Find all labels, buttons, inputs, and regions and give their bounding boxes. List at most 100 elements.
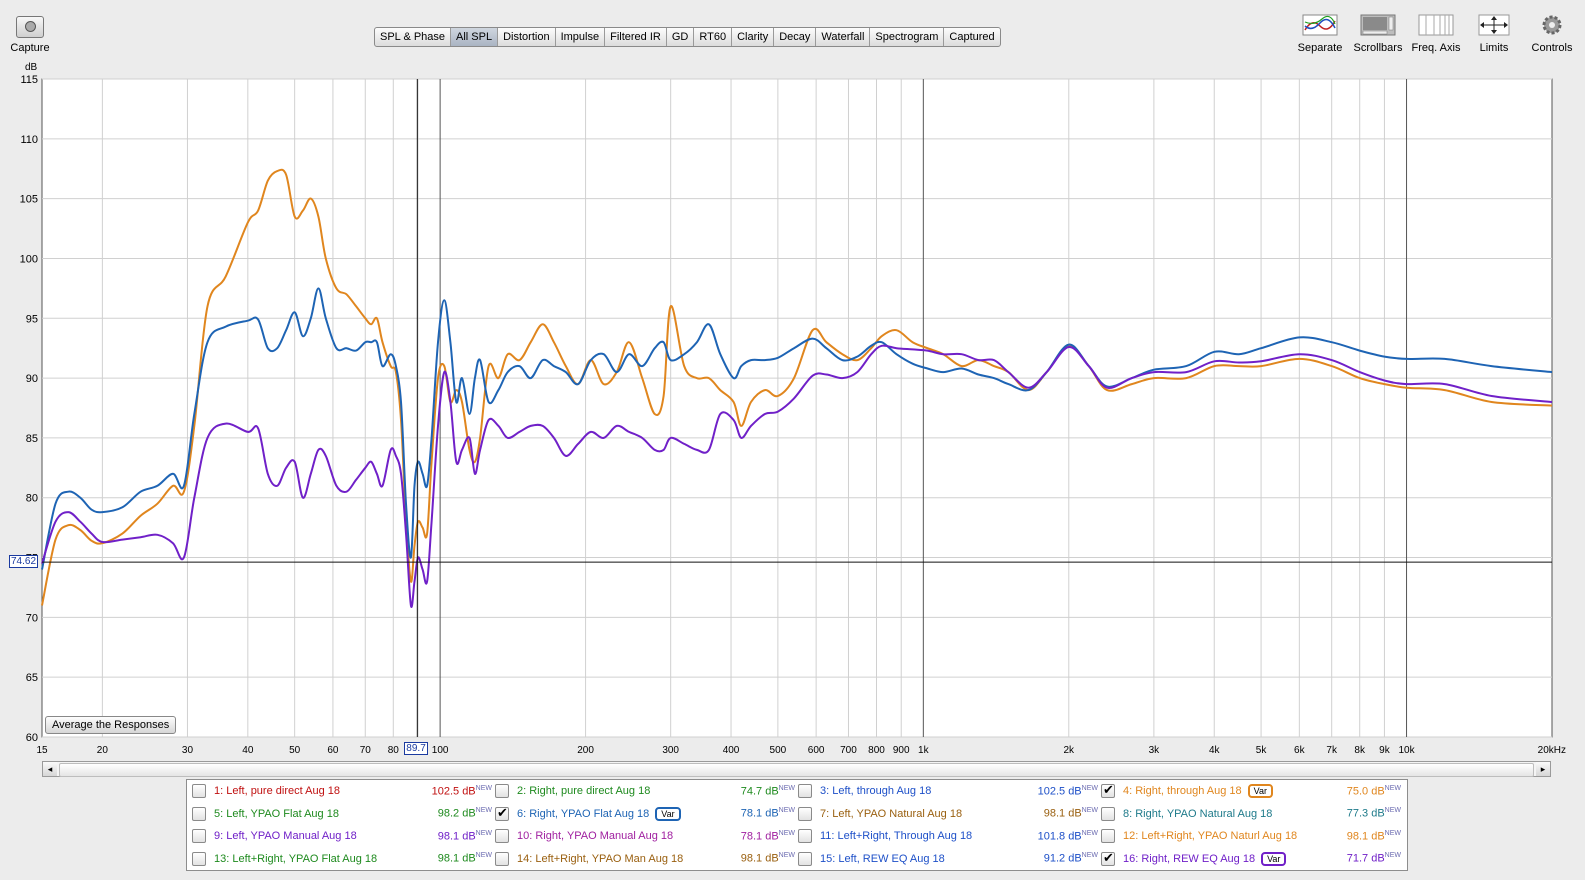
measurement-checkbox[interactable] (798, 806, 812, 821)
measurement-item[interactable]: 2: Right, pure direct Aug 18 74.7 dBNEW (495, 781, 795, 801)
measurement-item[interactable]: 8: Right, YPAO Natural Aug 18 77.3 dBNEW (1101, 804, 1401, 824)
tab-decay[interactable]: Decay (774, 28, 817, 46)
measurement-item[interactable]: 12: Left+Right, YPAO Naturl Aug 18 98.1 d… (1101, 826, 1401, 846)
x-tick-label: 2k (1064, 745, 1076, 756)
measurement-item[interactable]: 7: Left, YPAO Natural Aug 18 98.1 dBNEW (798, 804, 1098, 824)
tab-filtered-ir[interactable]: Filtered IR (605, 28, 667, 46)
controls-label: Controls (1531, 42, 1573, 54)
x-tick-label: 40 (242, 745, 254, 756)
freq-axis-button[interactable]: Freq. Axis (1407, 14, 1465, 54)
measurement-new-tag: NEW (1384, 829, 1401, 837)
tab-impulse[interactable]: Impulse (556, 28, 606, 46)
x-tick-label: 60 (327, 745, 339, 756)
measurement-checkbox[interactable] (798, 829, 812, 843)
limits-label: Limits (1479, 42, 1509, 54)
tab-gd[interactable]: GD (667, 28, 695, 46)
measurement-checkbox[interactable] (495, 805, 509, 821)
spl-graph[interactable]: 6065707580859095100105110115 15203040506… (0, 64, 1585, 764)
scroll-left-arrow-icon[interactable]: ◂ (43, 762, 57, 776)
tab-all-spl[interactable]: All SPL (451, 28, 499, 46)
measurement-var-badge[interactable]: Var (655, 806, 681, 821)
measurement-item[interactable]: 3: Left, through Aug 18 102.5 dBNEW (798, 781, 1098, 801)
horizontal-scrollbar[interactable]: ◂ ▸ (42, 761, 1551, 777)
x-tick-label: 30 (182, 745, 194, 756)
measurement-checkbox[interactable] (192, 851, 206, 866)
tab-rt60[interactable]: RT60 (694, 28, 733, 46)
x-tick-label: 70 (360, 745, 372, 756)
scroll-right-arrow-icon[interactable]: ▸ (1536, 762, 1550, 776)
measurement-checkbox[interactable] (192, 806, 206, 821)
measurement-checkbox[interactable] (1101, 782, 1115, 798)
tab-spectrogram[interactable]: Spectrogram (870, 28, 945, 46)
y-tick-label: 85 (26, 433, 38, 445)
tab-clarity[interactable]: Clarity (732, 28, 775, 46)
measurement-new-tag: NEW (1081, 784, 1098, 792)
measurement-checkbox[interactable] (495, 851, 509, 866)
x-tick-label: 10k (1398, 745, 1415, 756)
measurement-level-value: 98.1 dB (437, 852, 476, 865)
measurement-new-tag: NEW (778, 807, 795, 815)
measurement-new-tag: NEW (475, 829, 492, 837)
scrollbar-thumb[interactable] (59, 763, 1534, 777)
measurement-item[interactable]: 4: Right, through Aug 18 Var 75.0 dBNEW (1101, 781, 1401, 801)
measurement-name: 16: Right, REW EQ Aug 18 (1123, 852, 1256, 865)
measurement-new-tag: NEW (475, 784, 492, 792)
separate-button[interactable]: Separate (1291, 14, 1349, 54)
x-tick-label: 3k (1149, 745, 1161, 756)
measurement-checkbox[interactable] (1101, 806, 1115, 821)
measurement-level: 98.1 dBNEW (1044, 807, 1098, 820)
x-tick-label: 15 (36, 745, 48, 756)
measurement-level: 102.5 dBNEW (1038, 785, 1098, 798)
measurement-new-tag: NEW (778, 784, 795, 792)
measurement-level-value: 98.1 dB (437, 830, 476, 843)
tab-waterfall[interactable]: Waterfall (816, 28, 871, 46)
measurement-level: 101.8 dBNEW (1038, 830, 1098, 843)
measurement-level-value: 98.1 dB (1346, 830, 1385, 843)
measurement-var-badge[interactable]: Var (1261, 851, 1287, 866)
limits-button[interactable]: Limits (1465, 14, 1523, 54)
gear-icon (1542, 15, 1562, 35)
x-tick-label: 600 (808, 745, 825, 756)
measurement-checkbox[interactable] (1101, 850, 1115, 866)
tab-captured[interactable]: Captured (949, 31, 995, 43)
measurement-item[interactable]: 5: Left, YPAO Flat Aug 18 98.2 dBNEW (192, 804, 492, 824)
measurement-name: 2: Right, pure direct Aug 18 (517, 785, 651, 797)
controls-button[interactable]: Controls (1523, 14, 1581, 54)
measurement-var-badge[interactable]: Var (1247, 784, 1273, 798)
measurement-level-value: 102.5 dB (1037, 785, 1082, 798)
y-tick-label: 80 (26, 493, 38, 505)
x-tick-label: 20kHz (1538, 745, 1566, 756)
measurement-item[interactable]: 13: Left+Right, YPAO Flat Aug 18 98.1 dBN… (192, 849, 492, 869)
measurement-new-tag: NEW (475, 807, 492, 815)
measurement-level: 98.2 dBNEW (438, 807, 492, 820)
measurement-checkbox[interactable] (495, 784, 509, 798)
measurement-checkbox[interactable] (192, 784, 206, 798)
scrollbars-label: Scrollbars (1353, 42, 1403, 54)
measurement-item[interactable]: 16: Right, REW EQ Aug 18 Var 71.7 dBNEW (1101, 849, 1401, 869)
measurement-name: 8: Right, YPAO Natural Aug 18 (1123, 807, 1273, 820)
measurement-level-value: 78.1 dB (740, 807, 779, 820)
tab-distortion[interactable]: Distortion (498, 28, 556, 46)
measurement-item[interactable]: 10: Right, YPAO Manual Aug 18 78.1 dBNEW (495, 826, 795, 846)
measurement-checkbox[interactable] (192, 829, 206, 843)
tab-spl-phase[interactable]: SPL & Phase (375, 28, 452, 46)
measurement-checkbox[interactable] (798, 784, 812, 798)
measurement-item[interactable]: 11: Left+Right, Through Aug 18 101.8 dBNE… (798, 826, 1098, 846)
measurement-level-value: 91.2 dB (1043, 852, 1082, 865)
measurement-item[interactable]: 1: Left, pure direct Aug 18 102.5 dBNEW (192, 781, 492, 801)
measurement-item[interactable]: 9: Left, YPAO Manual Aug 18 98.1 dBNEW (192, 826, 492, 846)
measurement-checkbox[interactable] (495, 829, 509, 843)
measurement-item[interactable]: 15: Left, REW EQ Aug 18 91.2 dBNEW (798, 849, 1098, 869)
measurement-checkbox[interactable] (798, 851, 812, 866)
measurement-new-tag: NEW (1081, 852, 1098, 860)
measurement-checkbox[interactable] (1101, 829, 1115, 843)
measurement-item[interactable]: 14: Left+Right, YPAO Man Aug 18 98.1 dBNE… (495, 849, 795, 869)
scrollbars-button[interactable]: Scrollbars (1349, 14, 1407, 54)
measurement-new-tag: NEW (778, 829, 795, 837)
measurement-level-value: 98.2 dB (437, 807, 476, 820)
capture-button[interactable]: Capture (6, 12, 54, 60)
measurement-level: 98.1 dBNEW (1347, 830, 1401, 843)
cursor-frequency-readout: 89.7 (404, 742, 428, 755)
measurement-item[interactable]: 6: Right, YPAO Flat Aug 18 Var 78.1 dBNEW (495, 804, 795, 824)
average-responses-button[interactable]: Average the Responses (45, 716, 177, 734)
